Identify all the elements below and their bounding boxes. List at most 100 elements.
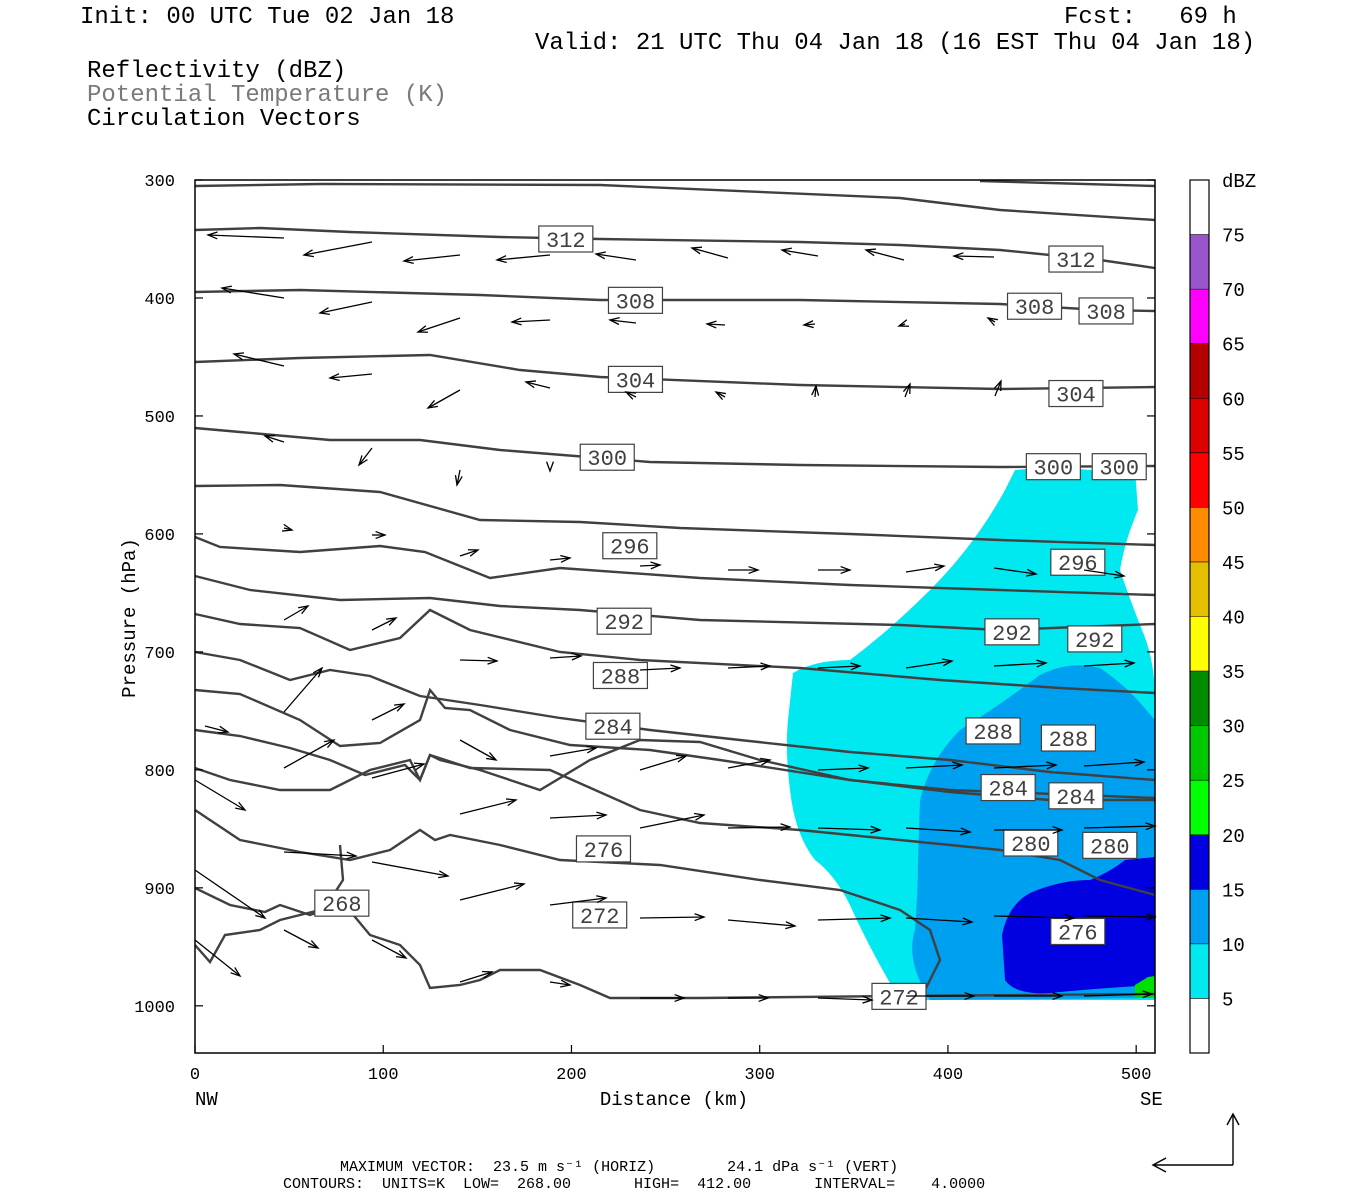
x-axis-label: Distance (km): [600, 1089, 748, 1111]
contour-label-box: [579, 443, 635, 471]
contour-label: 308: [1086, 301, 1126, 326]
colorbar-swatch: [1190, 561, 1209, 617]
theta-contour: [194, 574, 1156, 632]
contour-label: 272: [580, 905, 620, 930]
contour-info: CONTOURS: UNITS=K LOW= 268.00 HIGH= 412.…: [283, 1176, 986, 1193]
contour-label: 284: [988, 778, 1028, 803]
contour-label: 288: [973, 721, 1013, 746]
colorbar-label: 45: [1222, 553, 1245, 575]
contour-label-box: [1003, 829, 1059, 857]
wind-vector: [714, 391, 726, 400]
y-tick-label: 500: [144, 409, 175, 428]
wind-vector: [495, 254, 551, 264]
contour-label: 292: [604, 611, 644, 636]
wind-vector: [905, 917, 974, 926]
wind-vector: [639, 913, 706, 922]
theta-contour: [194, 728, 1155, 802]
colorbar-label: 65: [1222, 335, 1245, 357]
wind-vector: [952, 252, 995, 261]
field-reflectivity: Reflectivity (dBZ): [87, 58, 347, 85]
theta-contour: [979, 179, 1156, 188]
contour-label: 292: [992, 622, 1032, 647]
y-tick-label: 300: [144, 173, 175, 192]
wind-vector: [371, 703, 406, 721]
x-axis-left-label: NW: [195, 1089, 218, 1111]
colorbar-swatch: [1190, 452, 1209, 508]
contour-label: 312: [1056, 249, 1096, 274]
wind-vector: [902, 382, 911, 398]
contour-label: 288: [601, 665, 641, 690]
colorbar-label: 35: [1222, 662, 1245, 684]
colorbar-swatch: [1190, 234, 1209, 290]
colorbar-label: 40: [1222, 608, 1245, 630]
wind-vector: [357, 447, 373, 467]
contour-label-box: [980, 773, 1036, 802]
contour-label-box: [1025, 453, 1081, 481]
wind-vector: [994, 825, 1064, 835]
wind-vector: [690, 246, 729, 259]
dbz-20-area: [1135, 976, 1155, 998]
wind-vector: [549, 811, 608, 820]
contour-label: 296: [1058, 552, 1098, 577]
wind-vector: [454, 469, 463, 487]
colorbar-swatch: [1190, 998, 1209, 1053]
wind-vector: [283, 851, 358, 860]
wind-vector: [459, 656, 499, 665]
wind-vector: [549, 979, 572, 988]
wind-vector: [402, 254, 461, 265]
wind-vector: [993, 379, 1002, 397]
wind-vector: [905, 827, 972, 836]
wind-vector: [459, 549, 480, 557]
contour-label-box: [1078, 297, 1134, 325]
wind-vector: [426, 389, 461, 409]
contour-label: 272: [879, 986, 919, 1011]
theta-contour: [194, 886, 1156, 1000]
wind-vector: [283, 739, 336, 769]
contour-label: 308: [616, 290, 656, 315]
wind-vector: [1083, 569, 1126, 579]
contour-label: 308: [1015, 296, 1055, 321]
wind-vector: [549, 895, 608, 906]
contour-label-box: [1048, 379, 1104, 408]
wind-vector: [416, 317, 461, 333]
wind-vector: [727, 662, 772, 671]
theta-contour: [194, 353, 1156, 391]
y-tick-label: 900: [144, 881, 175, 900]
contour-label-box: [1050, 548, 1106, 576]
wind-vector: [371, 762, 426, 779]
reference-vector: [1151, 1112, 1240, 1173]
field-circulation-vectors: Circulation Vectors: [87, 106, 361, 133]
contour-label-box: [1048, 245, 1104, 273]
colorbar-label: 50: [1222, 498, 1245, 520]
contour-label-box: [592, 661, 649, 690]
colorbar-label: 55: [1222, 444, 1245, 466]
contour-label-box: [1082, 831, 1138, 859]
colorbar-label: 10: [1222, 935, 1245, 957]
wind-vector: [727, 757, 772, 769]
contour-label-box: [575, 835, 632, 863]
wind-vector: [549, 745, 598, 757]
contour-label-box: [314, 889, 370, 917]
wind-vector: [906, 991, 976, 1001]
wind-vector: [1083, 758, 1146, 767]
colorbar-label: 30: [1222, 717, 1245, 739]
colorbar-swatch: [1190, 834, 1209, 890]
wind-vector: [639, 812, 706, 829]
wind-vector: [220, 285, 285, 299]
wind-vector: [371, 617, 398, 631]
wind-vector: [194, 869, 267, 920]
contour-label-box: [538, 225, 594, 253]
contour-label: 292: [1075, 629, 1115, 654]
wind-vector: [993, 913, 1076, 922]
theta-contour: [194, 608, 1156, 695]
colorbar-label: 5: [1222, 989, 1233, 1011]
wind-vector: [204, 725, 230, 734]
x-axis: 0 100 200 300 400 500: [190, 1045, 1151, 1085]
colorbar-unit: dBZ: [1222, 171, 1256, 193]
colorbar-swatch: [1190, 889, 1209, 944]
x-tick-label: 100: [368, 1066, 399, 1085]
wind-vector: [549, 554, 572, 563]
wind-vector: [194, 939, 242, 978]
colorbar-swatch: [1190, 780, 1209, 835]
wind-vector: [993, 659, 1048, 668]
